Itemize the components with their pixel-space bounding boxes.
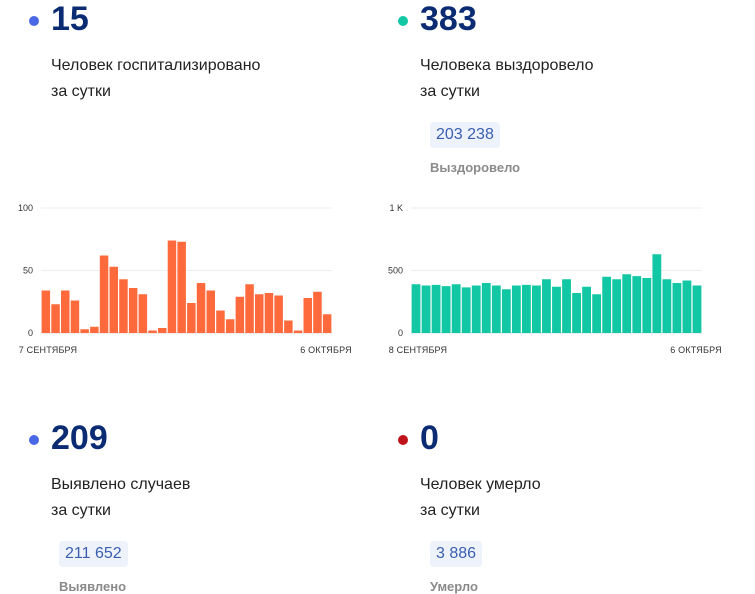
hospitalized-chart-bar xyxy=(322,314,332,333)
hospitalized-chart-bar xyxy=(138,294,148,333)
hospitalized-chart-x-start-label: 7 СЕНТЯБРЯ xyxy=(19,345,78,355)
hospitalized-dot-icon xyxy=(29,16,39,26)
recovered-chart-bar xyxy=(532,285,541,333)
hospitalized-chart-bar xyxy=(99,255,109,333)
recovered-chart-bar xyxy=(451,284,461,333)
recovered-chart-bar xyxy=(602,276,612,333)
recovered-chart-bar xyxy=(632,276,642,334)
hospitalized-chart-y-tick-label: 0 xyxy=(28,328,33,338)
hospitalized-chart: 100 50 0 7 СЕНТЯБРЯ 6 ОКТЯБРЯ xyxy=(14,200,352,358)
recovered-chart-bar xyxy=(582,286,592,333)
hospitalized-chart-bar xyxy=(80,329,89,333)
hospitalized-chart-bar xyxy=(90,326,99,333)
deaths-dot-icon xyxy=(398,435,408,445)
recovered-chart-svg: 1 K 500 0 8 СЕНТЯБРЯ 6 ОКТЯБРЯ xyxy=(388,203,722,355)
recovered-chart-bar xyxy=(421,285,431,333)
detected-line2: за сутки xyxy=(51,502,111,519)
detected-dot-icon xyxy=(29,435,39,445)
recovered-chart-x-start-label: 8 СЕНТЯБРЯ xyxy=(389,345,448,355)
hospitalized-line1: Человек госпитализировано xyxy=(51,57,261,74)
hospitalized-line2: за сутки xyxy=(51,83,111,100)
recovered-chart-bar xyxy=(552,286,561,333)
hospitalized-chart-bar xyxy=(51,304,60,333)
hospitalized-chart-bar xyxy=(109,266,118,333)
hospitalized-chart-bar xyxy=(264,293,274,333)
recovered-chart-y-tick-label: 0 xyxy=(398,328,403,338)
recovered-chart-bar xyxy=(642,278,652,333)
recovered-chart-bar xyxy=(431,284,441,334)
recovered-chart-bar xyxy=(441,286,451,334)
recovered-chart-x-end-label: 6 ОКТЯБРЯ xyxy=(670,345,722,355)
hospitalized-chart-bar xyxy=(313,291,322,333)
hospitalized-chart-bar xyxy=(245,284,254,333)
hospitalized-chart-x-end-label: 6 ОКТЯБРЯ xyxy=(300,345,352,355)
detected-total-label: Выявлено xyxy=(59,579,127,594)
detected-value: 209 xyxy=(51,419,108,457)
hospitalized-chart-bar xyxy=(148,330,157,333)
recovered-chart-bar xyxy=(592,294,602,333)
recovered-chart-bar xyxy=(652,254,662,333)
recovered-value: 383 xyxy=(420,0,477,38)
detected-total-badge: 211 652 xyxy=(59,541,128,567)
hospitalized-chart-bar xyxy=(274,295,283,333)
hospitalized-chart-bar xyxy=(216,310,225,333)
recovered-chart-bar xyxy=(411,284,421,333)
hospitalized-chart-bar xyxy=(225,319,235,333)
recovered-chart-y-tick-label: 500 xyxy=(388,266,403,276)
recovered-line1: Человека выздоровело xyxy=(420,57,594,74)
hospitalized-chart-bar xyxy=(41,290,51,333)
recovered-total-badge: 203 238 xyxy=(430,122,500,148)
hospitalized-chart-y-tick-label: 50 xyxy=(23,266,33,276)
deaths-total-badge: 3 886 xyxy=(430,541,483,567)
hospitalized-chart-bar xyxy=(70,300,80,333)
deaths-value: 0 xyxy=(420,419,439,457)
recovered-chart-bar xyxy=(692,285,702,333)
hospitalized-description: Человек госпитализировано за сутки xyxy=(51,53,260,105)
hospitalized-chart-bar xyxy=(255,294,264,333)
hospitalized-chart-bar xyxy=(187,303,196,333)
recovered-chart-bar xyxy=(511,285,521,333)
recovered-chart-bar xyxy=(481,283,491,333)
detected-line1: Выявлено случаев xyxy=(51,476,191,493)
recovered-chart-bar xyxy=(461,287,471,334)
recovered-chart-bar xyxy=(491,285,501,333)
recovered-total-label: Выздоровело xyxy=(430,160,521,175)
recovered-line2: за сутки xyxy=(420,83,480,100)
recovered-chart-bar xyxy=(572,293,581,333)
hospitalized-chart-y-tick-label: 100 xyxy=(18,203,33,213)
recovered-chart-bar xyxy=(622,274,632,333)
recovered-chart-bar xyxy=(672,283,682,333)
hospitalized-chart-bar xyxy=(177,241,186,333)
recovered-chart-bar xyxy=(662,279,672,333)
recovered-chart-bar xyxy=(612,279,622,333)
deaths-line1: Человек умерло xyxy=(420,476,541,493)
recovered-chart-y-tick-label: 1 K xyxy=(389,203,403,213)
detected-description: Выявлено случаев за сутки xyxy=(51,472,190,524)
hospitalized-chart-bar xyxy=(158,328,167,333)
hospitalized-chart-bar xyxy=(293,330,303,333)
recovered-chart: 1 K 500 0 8 СЕНТЯБРЯ 6 ОКТЯБРЯ xyxy=(386,200,728,358)
recovered-chart-bar xyxy=(542,279,551,333)
hospitalized-chart-svg: 100 50 0 7 СЕНТЯБРЯ 6 ОКТЯБРЯ xyxy=(18,203,352,355)
hospitalized-chart-bar xyxy=(235,296,245,333)
hospitalized-chart-bar xyxy=(206,290,215,333)
hospitalized-value: 15 xyxy=(51,0,89,38)
deaths-description: Человек умерло за сутки xyxy=(420,472,541,524)
recovered-chart-bar xyxy=(471,285,481,333)
recovered-chart-bar xyxy=(521,284,531,334)
recovered-chart-bar xyxy=(501,289,511,333)
hospitalized-chart-bar xyxy=(61,290,70,333)
hospitalized-chart-bar xyxy=(119,279,128,333)
deaths-total-label: Умерло xyxy=(430,579,478,594)
hospitalized-chart-bar xyxy=(284,320,293,333)
hospitalized-chart-bar xyxy=(196,283,206,333)
recovered-chart-bar xyxy=(562,279,571,333)
hospitalized-chart-bar xyxy=(303,298,312,333)
recovered-description: Человека выздоровело за сутки xyxy=(420,53,593,105)
recovered-dot-icon xyxy=(398,16,408,26)
recovered-chart-bar xyxy=(682,280,692,333)
deaths-line2: за сутки xyxy=(420,502,480,519)
hospitalized-chart-bar xyxy=(128,288,138,333)
hospitalized-chart-bar xyxy=(167,240,177,333)
